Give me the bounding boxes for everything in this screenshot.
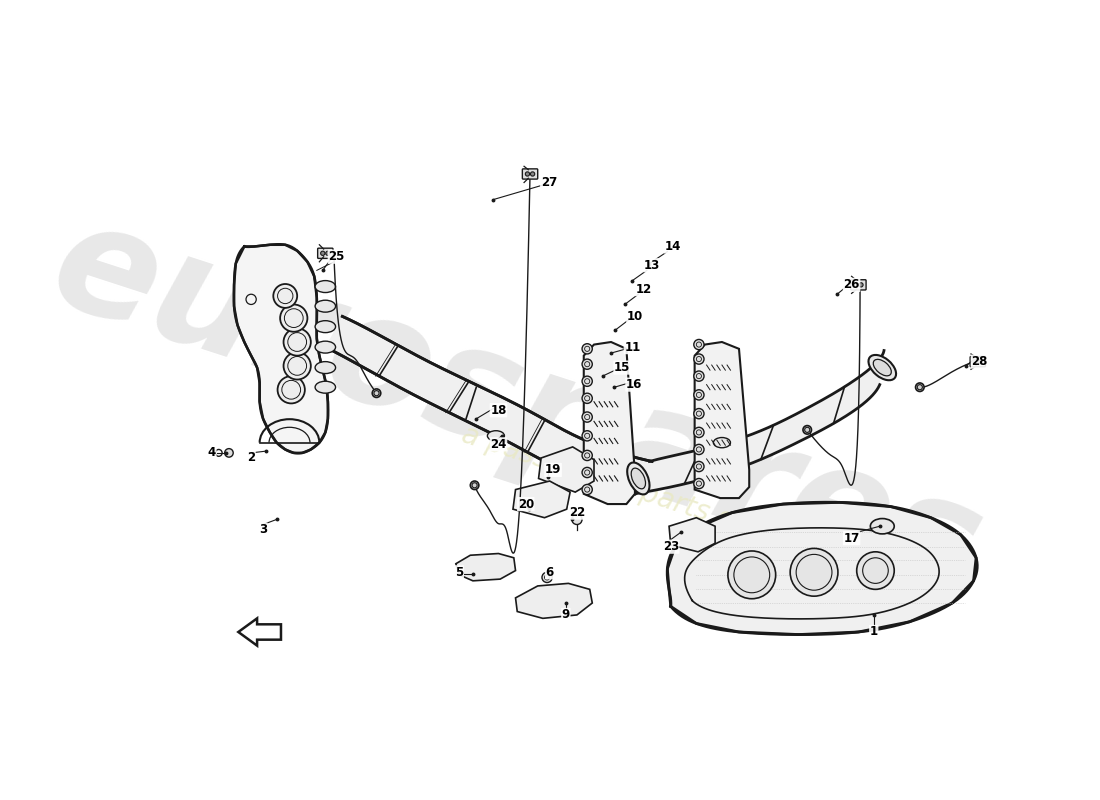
Polygon shape [516,583,592,618]
Text: 22: 22 [569,506,585,519]
FancyBboxPatch shape [522,169,538,179]
Ellipse shape [627,462,649,494]
Ellipse shape [873,359,891,376]
Circle shape [530,172,535,176]
Text: 17: 17 [844,532,860,545]
Circle shape [859,282,864,287]
Text: 28: 28 [971,355,988,368]
Circle shape [326,251,330,255]
Circle shape [526,172,529,176]
Circle shape [582,359,592,370]
Text: 20: 20 [518,498,534,510]
Text: 15: 15 [614,361,630,374]
Circle shape [277,376,305,403]
Text: 3: 3 [258,523,267,536]
Text: 4: 4 [208,446,216,459]
FancyBboxPatch shape [850,280,866,290]
Text: 9: 9 [562,609,570,622]
Circle shape [694,427,704,438]
Text: eurospares: eurospares [35,189,1000,629]
Circle shape [582,485,592,494]
Polygon shape [513,481,570,518]
Text: 13: 13 [644,258,660,272]
Text: 6: 6 [546,566,553,578]
Circle shape [790,549,838,596]
Ellipse shape [869,355,896,380]
Circle shape [582,376,592,386]
Text: 16: 16 [626,378,642,391]
Ellipse shape [315,341,336,353]
Circle shape [854,282,858,287]
Circle shape [542,572,552,582]
Polygon shape [455,554,516,581]
Circle shape [572,514,582,525]
Text: 12: 12 [636,282,651,296]
Circle shape [372,389,381,398]
Circle shape [284,352,311,379]
Text: 19: 19 [544,463,561,477]
Text: 1: 1 [870,626,878,638]
Circle shape [694,409,704,418]
Circle shape [273,284,297,308]
Circle shape [582,430,592,441]
Ellipse shape [714,438,730,448]
Text: 2: 2 [248,451,255,465]
Text: 18: 18 [491,404,507,417]
Polygon shape [326,317,652,494]
Circle shape [803,426,812,434]
Circle shape [694,462,704,472]
Ellipse shape [631,468,646,489]
Text: 14: 14 [664,240,681,253]
Circle shape [582,412,592,422]
Polygon shape [584,342,635,504]
Circle shape [224,449,233,457]
Polygon shape [669,518,715,552]
Polygon shape [234,245,328,453]
Ellipse shape [870,518,894,534]
Circle shape [974,359,978,364]
Circle shape [915,383,924,391]
Polygon shape [668,502,976,634]
Text: 25: 25 [328,250,344,263]
FancyBboxPatch shape [318,248,333,258]
FancyArrow shape [239,618,280,646]
Circle shape [857,552,894,590]
Text: 27: 27 [541,176,557,189]
FancyBboxPatch shape [970,357,986,366]
Circle shape [694,390,704,400]
Circle shape [694,339,704,350]
Circle shape [582,393,592,403]
Circle shape [978,359,982,364]
Circle shape [582,467,592,478]
Circle shape [694,354,704,364]
Text: 10: 10 [627,310,644,323]
Circle shape [582,450,592,461]
Polygon shape [539,447,594,492]
Text: 23: 23 [662,540,679,554]
Text: 24: 24 [491,438,507,451]
Polygon shape [694,342,749,498]
Circle shape [284,328,311,356]
Polygon shape [635,350,884,494]
Circle shape [280,305,307,332]
Ellipse shape [315,382,336,393]
Circle shape [694,371,704,382]
Ellipse shape [315,300,336,312]
Ellipse shape [315,362,336,374]
Text: a passion for parts since 1985: a passion for parts since 1985 [459,420,866,576]
Circle shape [728,551,776,598]
Ellipse shape [315,321,336,333]
Ellipse shape [315,281,336,293]
Text: 5: 5 [455,566,463,578]
Text: 26: 26 [844,278,860,291]
Circle shape [582,344,592,354]
Circle shape [694,444,704,454]
Circle shape [471,481,478,490]
Ellipse shape [487,430,505,441]
Circle shape [320,251,324,255]
Circle shape [694,478,704,489]
Text: 11: 11 [625,341,640,354]
